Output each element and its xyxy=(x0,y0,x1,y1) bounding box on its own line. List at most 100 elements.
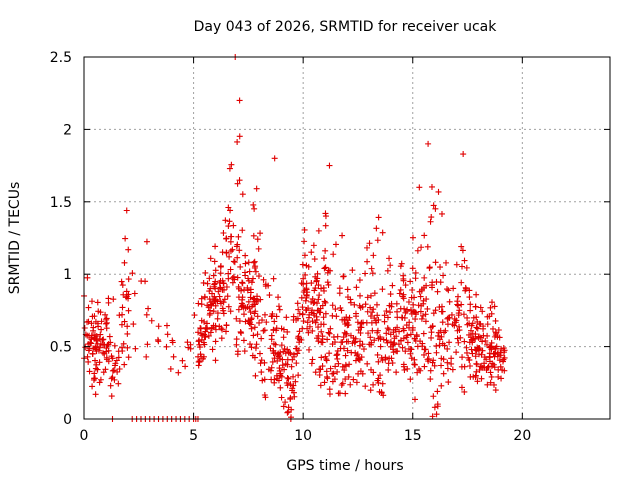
data-point xyxy=(112,360,119,367)
data-point xyxy=(102,320,109,327)
data-point xyxy=(220,299,227,306)
data-point xyxy=(308,360,315,367)
data-point xyxy=(169,339,176,346)
data-point xyxy=(469,337,476,344)
data-point xyxy=(404,339,411,346)
data-point xyxy=(279,356,286,363)
y-tick-label: 1 xyxy=(63,267,72,283)
data-point xyxy=(237,328,244,335)
data-point xyxy=(389,360,396,367)
data-point xyxy=(253,341,260,348)
data-point xyxy=(322,299,329,306)
data-point xyxy=(281,366,288,373)
data-point xyxy=(295,372,302,379)
data-point xyxy=(218,335,225,342)
y-tick-label: 2 xyxy=(63,122,72,138)
data-point xyxy=(300,318,307,325)
data-point xyxy=(212,357,219,364)
data-point xyxy=(342,352,349,359)
data-point xyxy=(314,270,321,277)
data-point xyxy=(313,316,320,323)
data-point xyxy=(319,339,326,346)
data-point xyxy=(212,267,219,274)
data-point xyxy=(271,379,278,386)
y-tick-label: 0 xyxy=(63,412,72,428)
data-point xyxy=(474,378,481,385)
data-point xyxy=(257,360,264,367)
data-point xyxy=(257,230,264,237)
data-point xyxy=(248,344,255,351)
data-point xyxy=(195,300,202,307)
data-point xyxy=(364,360,371,367)
data-point xyxy=(428,183,435,190)
data-point xyxy=(115,354,122,361)
data-point xyxy=(486,313,493,320)
data-point xyxy=(247,341,254,348)
data-point xyxy=(466,294,473,301)
data-point xyxy=(322,247,329,254)
data-point xyxy=(212,338,219,345)
data-point xyxy=(114,368,121,375)
data-point xyxy=(234,254,241,261)
data-point xyxy=(164,331,171,338)
data-point xyxy=(278,373,285,380)
data-point xyxy=(384,325,391,332)
data-point xyxy=(488,373,495,380)
data-point xyxy=(323,357,330,364)
data-point xyxy=(430,393,437,400)
data-point xyxy=(334,355,341,362)
data-point xyxy=(125,354,132,361)
data-point xyxy=(397,305,404,312)
data-point xyxy=(282,350,289,357)
data-point xyxy=(368,265,375,272)
data-point xyxy=(123,207,130,214)
data-point xyxy=(268,313,275,320)
data-point xyxy=(244,287,251,294)
data-point xyxy=(311,256,318,263)
data-point xyxy=(291,353,298,360)
data-point xyxy=(334,333,341,340)
data-point xyxy=(251,205,258,212)
data-point xyxy=(210,308,217,315)
data-point xyxy=(478,351,485,358)
data-point xyxy=(88,332,95,339)
data-point xyxy=(319,302,326,309)
data-point xyxy=(453,349,460,356)
data-point xyxy=(241,286,248,293)
data-point xyxy=(239,227,246,234)
data-point xyxy=(303,292,310,299)
data-point xyxy=(93,348,100,355)
data-point xyxy=(407,350,414,357)
data-point xyxy=(96,344,103,351)
data-point xyxy=(304,289,311,296)
data-point xyxy=(92,391,99,398)
data-point xyxy=(226,253,233,260)
data-point xyxy=(369,270,376,277)
data-point xyxy=(111,342,118,349)
data-point xyxy=(258,369,265,376)
data-point xyxy=(481,360,488,367)
data-point xyxy=(234,274,241,281)
data-point xyxy=(438,303,445,310)
data-point xyxy=(155,323,162,330)
data-point xyxy=(201,318,208,325)
data-point xyxy=(92,357,99,364)
data-point xyxy=(402,348,409,355)
data-point xyxy=(373,301,380,308)
data-point xyxy=(322,310,329,317)
data-point xyxy=(205,304,212,311)
data-point xyxy=(399,344,406,351)
data-point xyxy=(315,282,322,289)
data-point xyxy=(201,294,208,301)
data-point xyxy=(290,373,297,380)
data-point xyxy=(322,264,329,271)
data-point xyxy=(347,381,354,388)
data-point xyxy=(299,261,306,268)
data-point xyxy=(352,335,359,342)
data-point xyxy=(373,225,380,232)
data-point xyxy=(250,295,257,302)
data-point xyxy=(295,306,302,313)
data-point xyxy=(409,324,416,331)
data-point xyxy=(392,326,399,333)
data-point xyxy=(228,233,235,240)
